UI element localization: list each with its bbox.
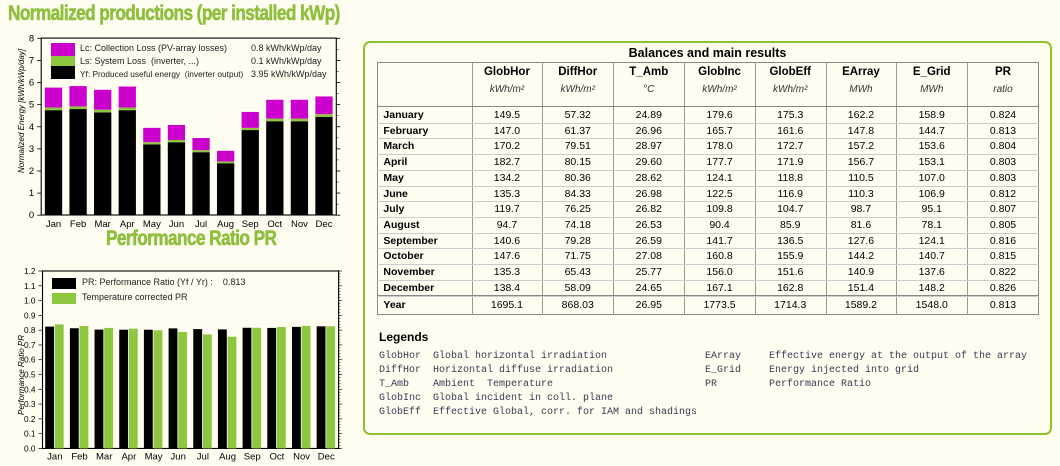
svg-text:Aug: Aug xyxy=(219,451,236,462)
svg-text:Nov: Nov xyxy=(293,451,310,462)
svg-text:3: 3 xyxy=(29,144,34,155)
svg-text:Jan: Jan xyxy=(47,451,62,462)
svg-text:Sep: Sep xyxy=(244,451,261,462)
svg-text:0.8: 0.8 xyxy=(24,325,36,335)
svg-text:0.6: 0.6 xyxy=(24,355,36,365)
svg-text:Jun: Jun xyxy=(169,219,184,230)
svg-text:May: May xyxy=(145,451,163,462)
svg-text:Jun: Jun xyxy=(171,451,186,462)
svg-text:8: 8 xyxy=(29,33,34,44)
svg-text:0.4: 0.4 xyxy=(24,384,36,394)
svg-text:Aug: Aug xyxy=(217,219,234,230)
svg-text:Dec: Dec xyxy=(318,451,335,462)
svg-text:1.2: 1.2 xyxy=(24,266,36,276)
svg-text:Oct: Oct xyxy=(270,451,285,462)
svg-text:Feb: Feb xyxy=(70,219,86,230)
svg-text:May: May xyxy=(143,219,161,230)
svg-text:0.7: 0.7 xyxy=(24,340,36,350)
svg-text:Feb: Feb xyxy=(71,451,87,462)
svg-text:5: 5 xyxy=(29,100,34,111)
svg-text:0.3: 0.3 xyxy=(24,399,36,409)
svg-text:1: 1 xyxy=(29,188,34,199)
svg-text:Oct: Oct xyxy=(267,219,282,230)
svg-text:0: 0 xyxy=(29,210,34,221)
svg-text:Jan: Jan xyxy=(46,219,61,230)
svg-text:7: 7 xyxy=(29,55,34,66)
svg-text:Mar: Mar xyxy=(94,219,110,230)
svg-text:Sep: Sep xyxy=(242,219,259,230)
svg-text:Jul: Jul xyxy=(195,219,207,230)
svg-text:Jul: Jul xyxy=(197,451,209,462)
svg-text:0.2: 0.2 xyxy=(24,414,36,424)
svg-text:0.0: 0.0 xyxy=(24,443,36,453)
svg-text:Dec: Dec xyxy=(316,219,333,230)
svg-text:1.1: 1.1 xyxy=(24,281,36,291)
svg-text:6: 6 xyxy=(29,78,34,89)
svg-text:Apr: Apr xyxy=(121,451,136,462)
svg-text:4: 4 xyxy=(29,122,34,133)
svg-text:0.1: 0.1 xyxy=(24,428,36,438)
svg-text:2: 2 xyxy=(29,166,34,177)
svg-text:1.0: 1.0 xyxy=(24,295,36,305)
svg-text:Apr: Apr xyxy=(120,219,135,230)
svg-text:0.5: 0.5 xyxy=(24,369,36,379)
svg-text:Mar: Mar xyxy=(96,451,112,462)
svg-text:Nov: Nov xyxy=(291,219,308,230)
svg-text:0.9: 0.9 xyxy=(24,310,36,320)
